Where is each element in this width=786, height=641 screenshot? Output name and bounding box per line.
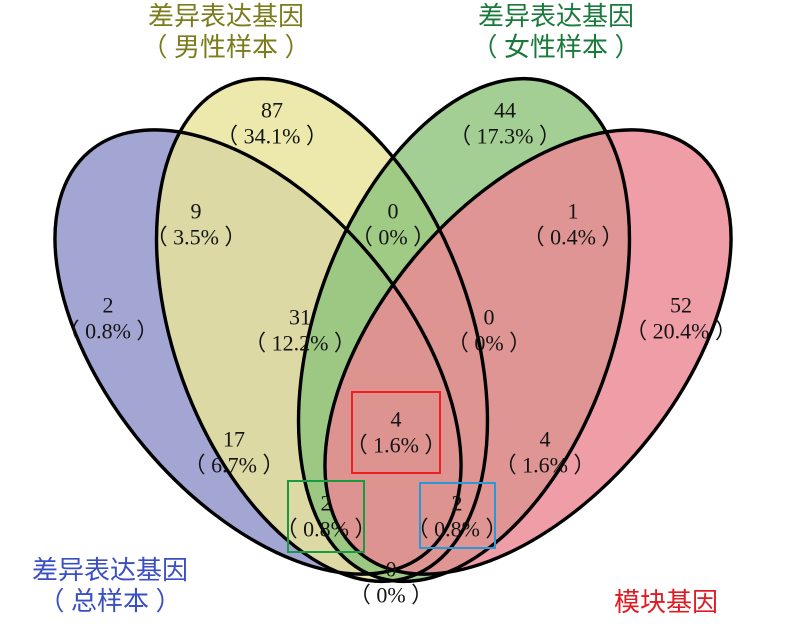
ellipse-outlines [53,76,733,584]
annotation-box-red [351,391,441,474]
set-title-female-line2: （ 女性样本 ） [471,32,641,62]
ellipse-outline-female [296,76,632,584]
set-title-total-line2: （ 总样本 ） [38,586,182,616]
set-title-total-line1: 差异表达基因 [31,556,188,585]
set-title-female-line1: 差异表达基因 [477,2,634,31]
annotation-box-green [287,480,365,553]
annotation-box-blue [419,482,496,549]
set-title-module: 模块基因 [576,588,756,619]
ellipse-outline-total [53,128,463,576]
ellipse-fills [54,78,732,582]
set-title-female: 差异表达基因 （ 女性样本 ） [436,2,676,63]
set-title-male-line1: 差异表达基因 [147,2,304,31]
set-title-male-line2: （ 男性样本 ） [141,32,311,62]
set-title-male: 差异表达基因 （ 男性样本 ） [106,2,346,63]
set-title-module-line1: 模块基因 [613,588,718,617]
ellipse-outline-male [154,76,490,584]
set-title-total: 差异表达基因 （ 总样本 ） [2,556,218,617]
